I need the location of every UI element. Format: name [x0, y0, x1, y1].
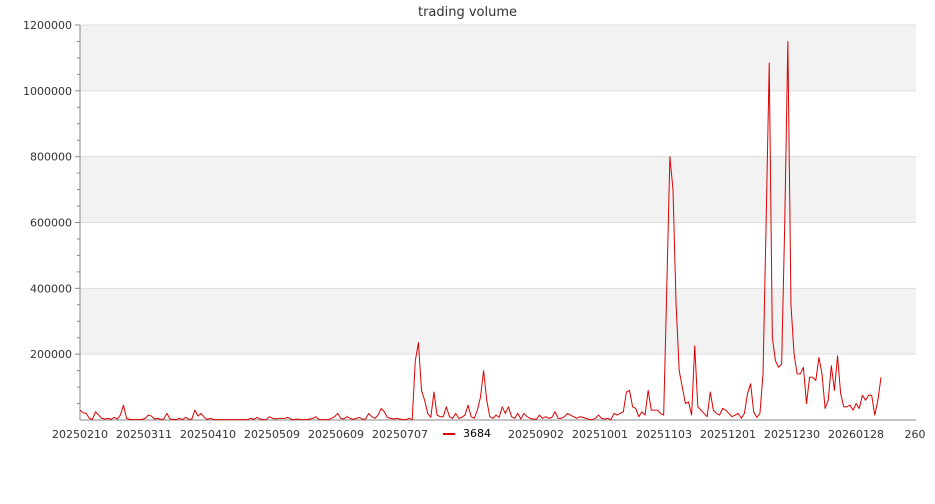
x-tick-label: 20260128: [828, 428, 884, 441]
band: [80, 156, 916, 223]
x-tick-label: 260: [905, 428, 926, 441]
series-layer: [79, 40, 882, 421]
x-tick-label: 20250410: [180, 428, 236, 441]
x-tick-label: 20251230: [764, 428, 820, 441]
y-tick-label: 200000: [30, 348, 72, 361]
y-tick-label: 400000: [30, 282, 72, 295]
y-tick-label: 600000: [30, 217, 72, 230]
band: [80, 288, 916, 355]
legend-label: 3684: [463, 427, 491, 440]
y-axis-ticks: 200000 400000 600000 800000 1000000 1200000: [23, 19, 80, 405]
x-axis-ticks: 20250210 20250311 20250410 20250509 20250609…: [52, 428, 926, 441]
x-tick-label: 20250311: [116, 428, 172, 441]
x-tick-label: 20251103: [636, 428, 692, 441]
y-tick-label: 1200000: [23, 19, 72, 32]
x-tick-label: 20250609: [308, 428, 364, 441]
x-tick-label: 20250210: [52, 428, 108, 441]
y-tick-label: 800000: [30, 151, 72, 164]
x-tick-label: 20251201: [700, 428, 756, 441]
x-tick-label: 20250509: [244, 428, 300, 441]
chart-title: trading volume: [418, 5, 517, 20]
series-line-3684: [79, 40, 882, 421]
legend: 3684: [443, 427, 491, 440]
background-bands: [80, 25, 916, 355]
band: [80, 25, 916, 91]
x-tick-label: 20250902: [508, 428, 564, 441]
x-tick-label: 20251001: [572, 428, 628, 441]
gridlines: [80, 24, 916, 355]
x-tick-label: 20250707: [372, 428, 428, 441]
y-tick-label: 1000000: [23, 85, 72, 98]
